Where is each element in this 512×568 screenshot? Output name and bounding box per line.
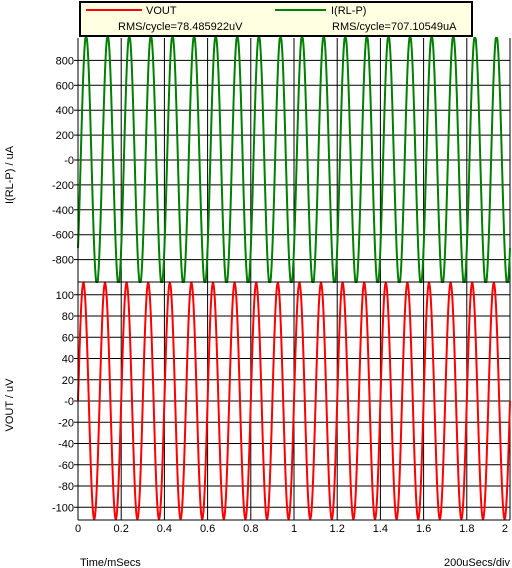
y-tick-label: 40 [62, 354, 74, 366]
x-tick-label: 1.8 [459, 523, 474, 535]
x-tick-label: 1.2 [330, 523, 345, 535]
legend-label-irl: I(RL-P) [331, 5, 366, 17]
axes [77, 38, 510, 521]
y-tick-label: 100 [56, 290, 74, 302]
y-tick-label: -600 [52, 230, 74, 242]
series [77, 37, 511, 521]
y-axis-label-current: I(RL-P) / uA [4, 145, 16, 204]
legend-box [79, 1, 473, 37]
y-tick-label: 200 [56, 130, 74, 142]
y-tick-label: -800 [52, 255, 74, 267]
y-tick-label: 60 [62, 332, 74, 344]
x-tick-label: 1 [291, 523, 297, 535]
legend-rms-irl: RMS/cycle=707.10549uA [332, 21, 457, 33]
y-tick-label: 400 [56, 105, 74, 117]
y-tick-label: 600 [56, 80, 74, 92]
y-tick-label: -200 [52, 180, 74, 192]
y-tick-label: -40 [58, 439, 74, 451]
y-tick-label: -100 [52, 502, 74, 514]
legend-label-vout: VOUT [146, 5, 177, 17]
y-tick-label: -60 [58, 460, 74, 472]
x-tick-label: 1.6 [416, 523, 431, 535]
series-line-vout [77, 281, 511, 521]
x-tick-label: 0.8 [243, 523, 258, 535]
y-tick-label: 800 [56, 55, 74, 67]
grid [74, 38, 511, 520]
x-tick-label: 0 [75, 523, 81, 535]
y-tick-label: 20 [62, 375, 74, 387]
y-axis-label-vout: VOUT / uV [4, 378, 16, 432]
x-tick-label: 0.4 [157, 523, 172, 535]
x-tick-label: 0.6 [200, 523, 215, 535]
labels: 0 0.2 0.4 0.6 0.8 1 1.2 1.4 1.6 1.8 2 -800 -600 -400 -… [52, 55, 508, 535]
x-axis-label: Time/mSecs [80, 557, 141, 568]
legend-rms-vout: RMS/cycle=78.485922uV [118, 21, 243, 33]
x-tick-label: 1.4 [373, 523, 388, 535]
y-tick-label: 80 [62, 311, 74, 323]
x-scale-label: 200uSecs/div [444, 557, 511, 568]
series-line-current [77, 37, 511, 283]
y-tick-label: -0 [64, 155, 74, 167]
y-tick-label: -0 [64, 396, 74, 408]
y-tick-label: -400 [52, 205, 74, 217]
x-tick-label: 2 [502, 523, 508, 535]
x-tick-label: 0.2 [114, 523, 129, 535]
y-tick-label: -80 [58, 481, 74, 493]
y-tick-label: -20 [58, 417, 74, 429]
